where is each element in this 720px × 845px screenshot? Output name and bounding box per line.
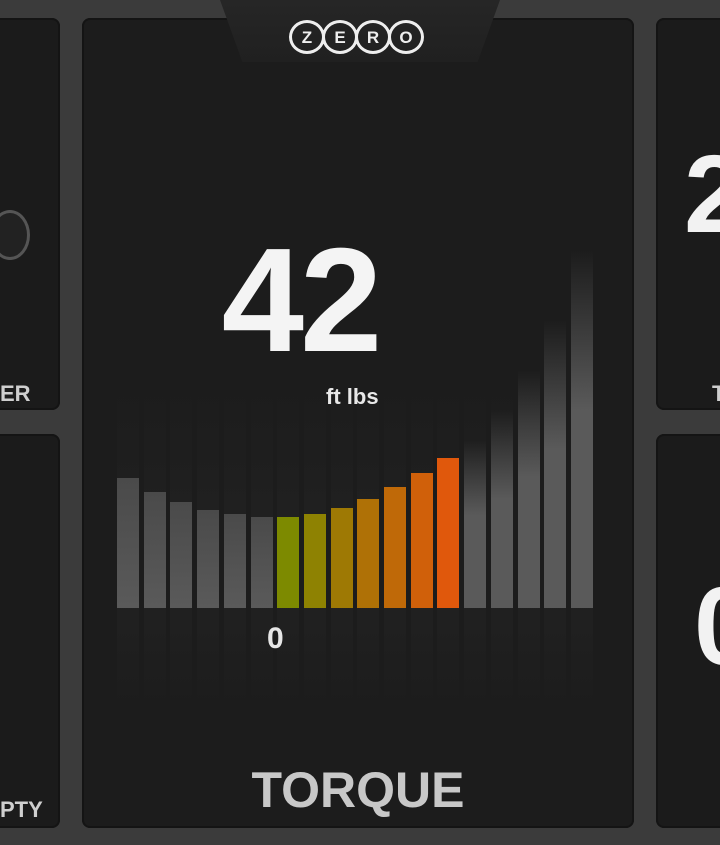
right-top-label: T [712, 381, 720, 406]
gauge-segment [197, 510, 220, 608]
logo-letter: Z [289, 20, 325, 54]
right-bottom-value: 0 [694, 572, 720, 681]
gauge-segment [464, 440, 487, 608]
gauge-segment-lit [357, 499, 380, 608]
gauge-zero-label: 0 [267, 622, 284, 655]
gauge-segment-lit [277, 517, 300, 608]
gauge-segment-lit [410, 473, 433, 608]
gauge-segment-lit [437, 458, 460, 608]
left-bottom-label: PTY [0, 797, 43, 822]
right-bottom-panel [656, 434, 720, 828]
right-top-value: 2 [684, 133, 720, 256]
gauge-segment [223, 514, 246, 608]
gauge-segment-lit [384, 487, 406, 608]
gauge-segment-lit [303, 514, 326, 608]
right-top-panel [656, 18, 720, 410]
gauge-segment [490, 410, 513, 608]
gauge-segment [117, 478, 139, 608]
logo-letter: R [355, 20, 391, 54]
logo-letter: O [388, 20, 424, 54]
gauge-segment [570, 250, 593, 608]
logo-letter: E [322, 20, 358, 54]
torque-unit: ft lbs [326, 384, 379, 409]
gauge-segment [250, 517, 273, 608]
gauge-segment [170, 502, 193, 608]
gauge-segment [143, 492, 166, 608]
left-bottom-panel [0, 434, 60, 828]
torque-title: TORQUE [251, 762, 465, 818]
gauge-segment [517, 370, 540, 608]
gauge-segment-lit [330, 508, 353, 608]
gauge-segment [544, 320, 567, 608]
left-top-label: ER [0, 381, 31, 406]
torque-value: 42 [221, 218, 383, 383]
